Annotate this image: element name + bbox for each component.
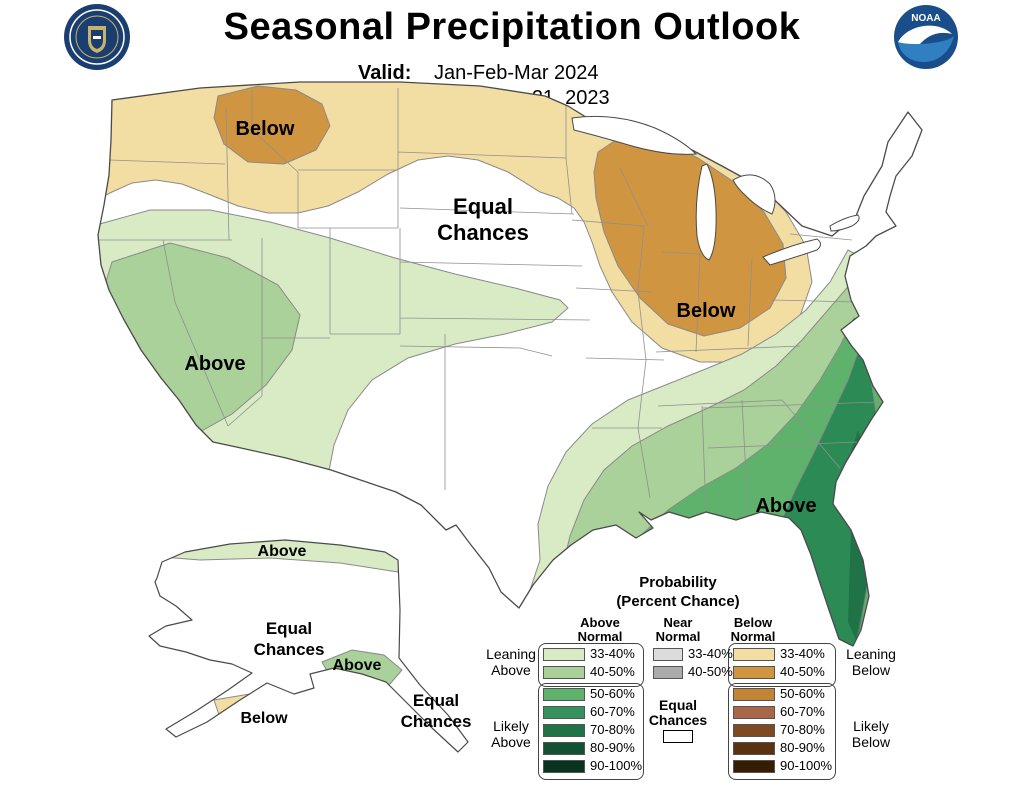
- map-label-alaska-above-north: Above: [258, 543, 307, 560]
- map-label-below-greatlakes: Below: [677, 300, 736, 322]
- legend-box-leaning-above: [538, 643, 644, 687]
- probability-legend: Probability (Percent Chance) Above Norma…: [480, 572, 930, 791]
- legend-pct-below-90: 90-100%: [780, 758, 833, 773]
- legend-swatch-near-40: [653, 666, 683, 679]
- legend-pct-below-40: 40-50%: [780, 664, 825, 679]
- map-label-alaska-equal-line2: Chances: [254, 640, 325, 659]
- legend-swatch-near-33: [653, 648, 683, 661]
- map-label-above-southeast: Above: [755, 495, 816, 517]
- region-below-40-greatlakes: [593, 131, 787, 337]
- legend-box-likely-below: [728, 683, 836, 780]
- lake-superior: [571, 115, 698, 155]
- legend-pct-above-33: 33-40%: [590, 646, 635, 661]
- legend-swatch-below-60: [733, 706, 775, 719]
- legend-pct-above-70: 70-80%: [590, 722, 635, 737]
- legend-swatch-above-50: [543, 688, 585, 701]
- map-label-alaska-se-equal-line1: Equal: [413, 691, 459, 710]
- legend-pct-below-60: 60-70%: [780, 704, 825, 719]
- map-label-alaska-equal-line1: Equal: [266, 619, 312, 638]
- legend-header-above: Above Normal: [577, 615, 623, 644]
- legend-swatch-above-80: [543, 742, 585, 755]
- map-label-below-northwest: Below: [236, 118, 295, 140]
- legend-pct-above-80: 80-90%: [590, 740, 635, 755]
- lake-michigan: [695, 163, 717, 261]
- legend-pct-near-40: 40-50%: [688, 664, 733, 679]
- region-below-40-northwest: [213, 85, 331, 165]
- map-label-above-west: Above: [184, 353, 245, 375]
- legend-swatch-below-80: [733, 742, 775, 755]
- legend-swatch-below-90: [733, 760, 775, 773]
- map-label-alaska-above-south: Above: [333, 657, 382, 674]
- legend-pct-below-70: 70-80%: [780, 722, 825, 737]
- lake-erie: [762, 238, 821, 266]
- legend-label-leaning-above: Leaning Above: [486, 646, 536, 678]
- legend-pct-above-90: 90-100%: [590, 758, 643, 773]
- legend-title-line2: (Percent Chance): [616, 593, 740, 610]
- legend-box-leaning-below: [728, 643, 836, 687]
- map-label-alaska-below: Below: [240, 710, 288, 727]
- legend-label-likely-above: Likely Above: [491, 718, 531, 750]
- legend-swatch-below-40: [733, 666, 775, 679]
- legend-equal-chances-line1: Equal: [658, 697, 698, 713]
- legend-label-leaning-below: Leaning Below: [846, 646, 896, 678]
- legend-equal-chances-line2: Chances: [648, 712, 708, 728]
- legend-header-near: Near Normal: [655, 615, 701, 644]
- valid-row: Valid: Jan-Feb-Mar 2024: [358, 61, 610, 86]
- legend-pct-above-40: 40-50%: [590, 664, 635, 679]
- legend-swatch-equal-chances: [663, 730, 693, 743]
- legend-swatch-below-70: [733, 724, 775, 737]
- valid-label: Valid:: [358, 62, 412, 84]
- legend-pct-below-50: 50-60%: [780, 686, 825, 701]
- map-label-equal-chances-plains-line1: Equal: [453, 194, 513, 219]
- legend-pct-below-80: 80-90%: [780, 740, 825, 755]
- alaska-outline: [148, 539, 469, 753]
- map-label-alaska-se-equal-line2: Chances: [401, 712, 472, 731]
- lake-huron: [732, 174, 776, 215]
- legend-swatch-above-33: [543, 648, 585, 661]
- legend-pct-near-33: 33-40%: [688, 646, 733, 661]
- conus-outline: [97, 81, 923, 647]
- legend-swatch-below-50: [733, 688, 775, 701]
- legend-pct-above-50: 50-60%: [590, 686, 635, 701]
- legend-swatch-above-90: [543, 760, 585, 773]
- legend-box-likely-above: [538, 683, 644, 780]
- legend-header-below: Below Normal: [730, 615, 776, 644]
- legend-label-likely-below: Likely Below: [851, 718, 891, 750]
- commerce-seal-icon: [64, 4, 130, 70]
- legend-swatch-below-33: [733, 648, 775, 661]
- legend-pct-above-60: 60-70%: [590, 704, 635, 719]
- valid-value: Jan-Feb-Mar 2024: [434, 62, 599, 84]
- lake-ontario: [829, 214, 860, 232]
- legend-swatch-above-70: [543, 724, 585, 737]
- map-label-equal-chances-plains-line2: Chances: [437, 220, 529, 245]
- legend-swatch-above-60: [543, 706, 585, 719]
- legend-pct-below-33: 33-40%: [780, 646, 825, 661]
- legend-swatch-above-40: [543, 666, 585, 679]
- noaa-logo-icon: NOAA: [894, 5, 958, 69]
- legend-title-line1: Probability: [639, 574, 717, 591]
- noaa-logo-text: NOAA: [911, 13, 940, 24]
- state-boundaries: [98, 88, 881, 515]
- great-lakes: [571, 115, 860, 266]
- page-title: Seasonal Precipitation Outlook: [223, 6, 801, 48]
